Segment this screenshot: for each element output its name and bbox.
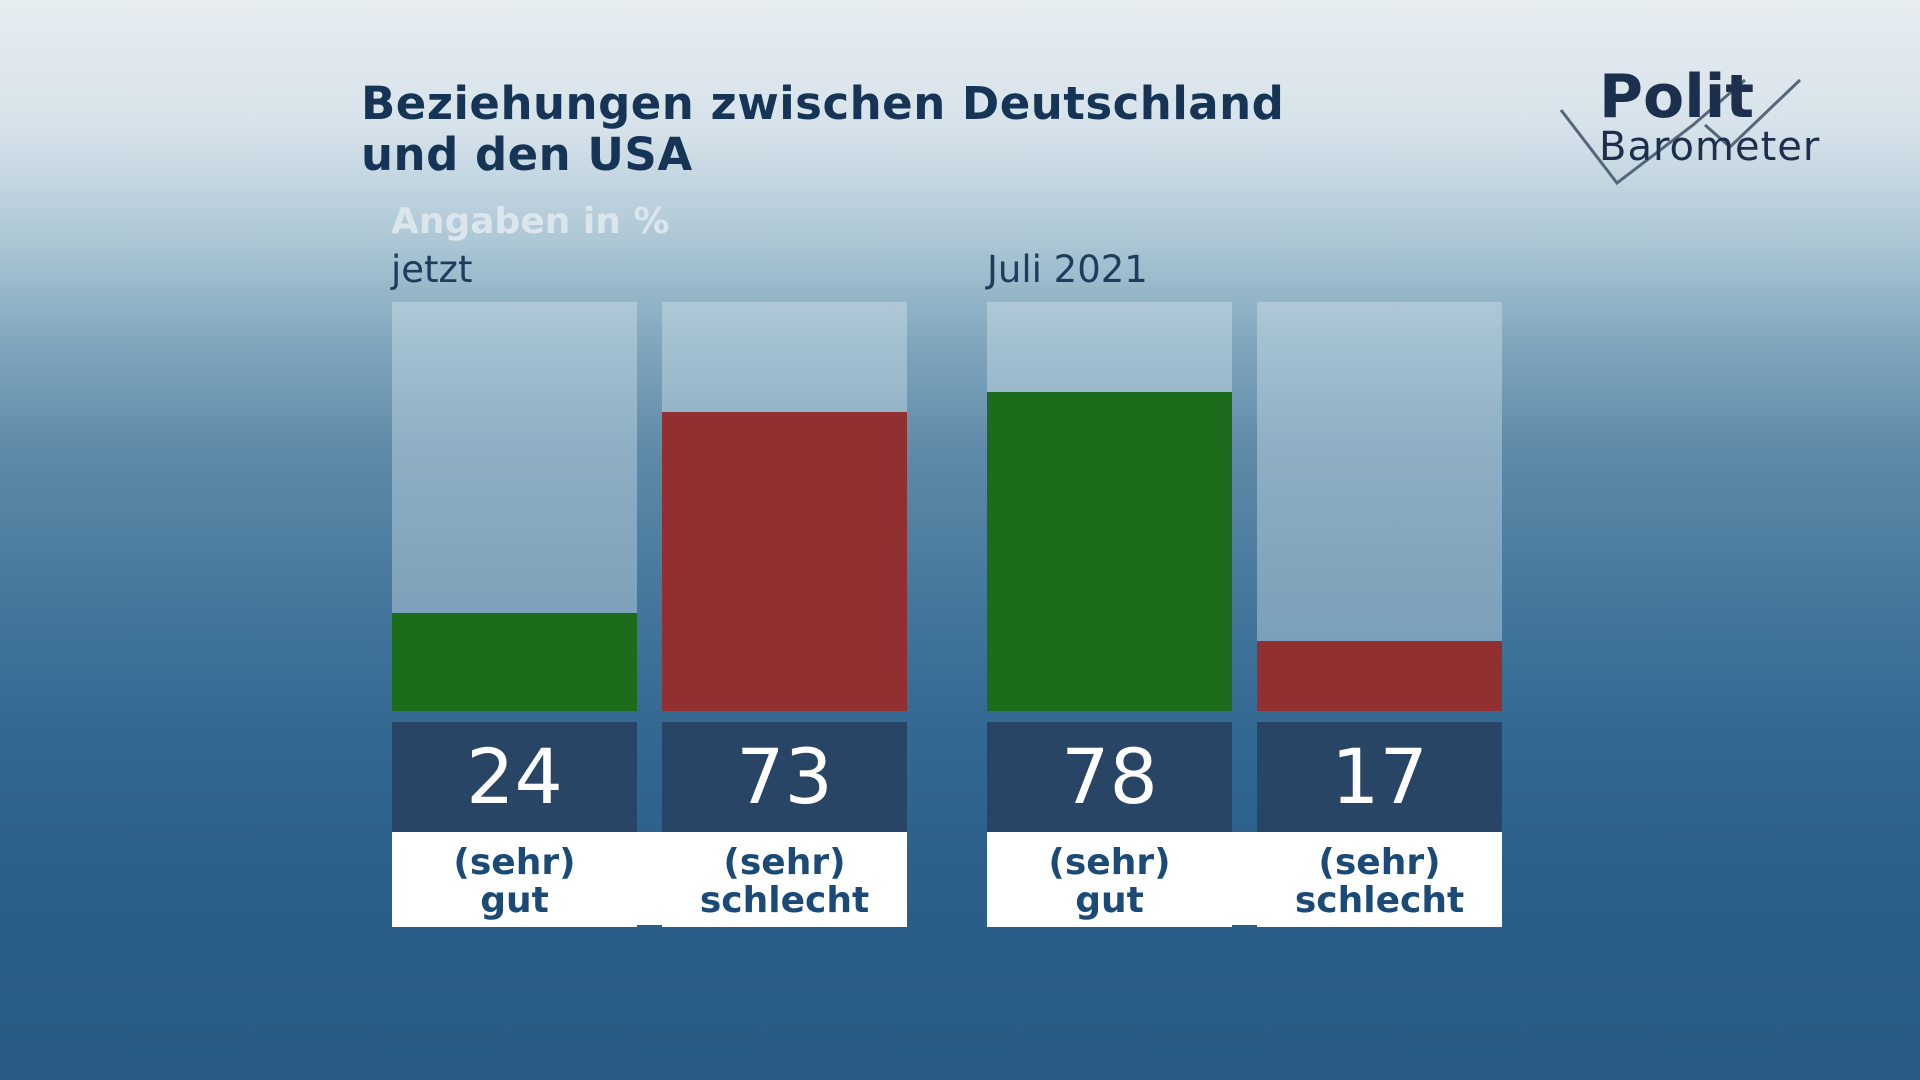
category-label: (sehr) gut: [987, 832, 1232, 927]
category-label: (sehr) schlecht: [662, 832, 907, 927]
category-label: (sehr) schlecht: [1257, 832, 1502, 927]
bar-juli-2021-gut: [987, 392, 1232, 711]
category-label-line2: schlecht: [1294, 880, 1465, 921]
group-label-jetzt: jetzt: [391, 248, 473, 291]
politbarometer-logo: Polit Barometer: [1555, 62, 1819, 195]
bar-track: [1257, 302, 1502, 711]
group-label-juli-2021: Juli 2021: [987, 248, 1148, 291]
bar-jetzt-gut: [392, 613, 637, 711]
checkmark-icon: [1559, 78, 1802, 186]
bar-jetzt-schlecht: [662, 412, 907, 711]
category-label: (sehr) gut: [392, 832, 637, 927]
label-panel-spacer: [637, 832, 662, 925]
category-label-line2: gut: [1075, 880, 1144, 921]
value-label: 17: [1257, 722, 1502, 832]
category-label-line2: gut: [480, 880, 549, 921]
category-label-line2: schlecht: [699, 880, 870, 921]
chart-title-line2: und den USA: [361, 128, 693, 181]
bar-track: [987, 302, 1232, 711]
bar-juli-2021-schlecht: [1257, 641, 1502, 711]
bar-track: [662, 302, 907, 711]
chart-title: Beziehungen zwischen Deutschland und den…: [361, 78, 1284, 180]
value-label: 78: [987, 722, 1232, 832]
label-panel-spacer: [1232, 832, 1257, 925]
chart-title-line1: Beziehungen zwischen Deutschland: [361, 77, 1285, 130]
category-label-line1: (sehr): [1318, 842, 1441, 883]
category-label-line1: (sehr): [1048, 842, 1171, 883]
unit-label: Angaben in %: [391, 201, 670, 242]
value-label: 24: [392, 722, 637, 832]
category-label-line1: (sehr): [453, 842, 576, 883]
category-label-line1: (sehr): [723, 842, 846, 883]
logo-line1: Polit: [1599, 62, 1755, 132]
bar-track: [392, 302, 637, 711]
value-label: 73: [662, 722, 907, 832]
logo-line2: Barometer: [1599, 124, 1821, 170]
